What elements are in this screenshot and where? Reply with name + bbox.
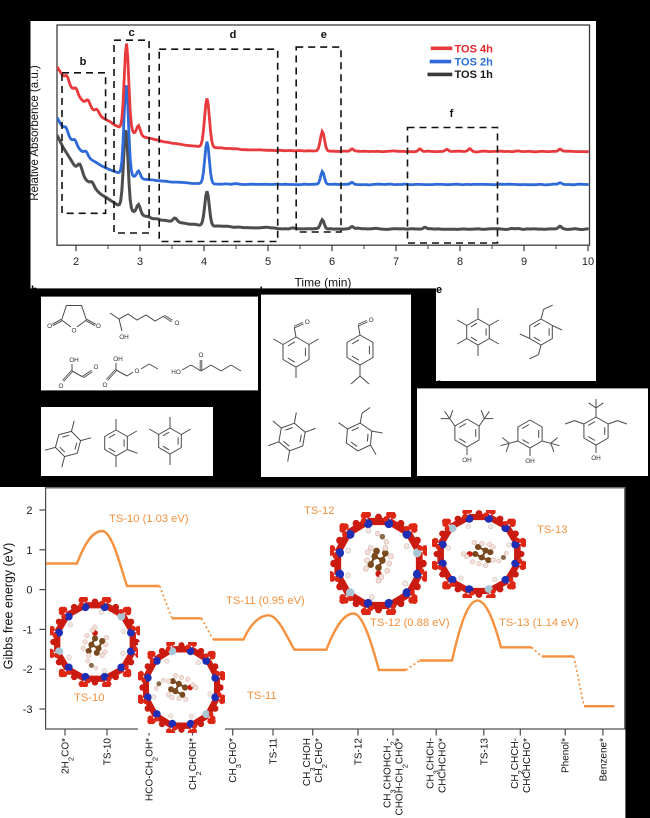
svg-text:CH2CHO*: CH2CHO* [314, 738, 329, 783]
svg-text:CHOH-CH2CHO*: CHOH-CH2CHO* [395, 738, 410, 816]
svg-text:O: O [135, 368, 140, 375]
svg-text:OH: OH [525, 458, 535, 465]
svg-text:O: O [47, 323, 52, 330]
svg-text:TS-13: TS-13 [479, 738, 490, 766]
svg-text:TOS 1h: TOS 1h [455, 69, 494, 81]
svg-text:Phenol*: Phenol* [561, 738, 572, 773]
svg-text:TS-12 (0.88 eV): TS-12 (0.88 eV) [370, 617, 450, 629]
svg-text:CH2CHOH*: CH2CHOH* [188, 738, 203, 790]
svg-text:CH3CHOH: CH3CHOH [302, 738, 317, 786]
svg-text:Benzene*: Benzene* [598, 738, 609, 781]
svg-text:TS-10 (1.03 eV): TS-10 (1.03 eV) [109, 513, 189, 525]
svg-text:OH: OH [69, 357, 79, 364]
svg-text:e: e [436, 284, 442, 296]
svg-text:CHCHCHO*: CHCHCHO* [522, 738, 533, 793]
svg-text:Gibbs free energy (eV): Gibbs free energy (eV) [2, 543, 16, 669]
svg-text:OH: OH [591, 455, 601, 462]
svg-text:CH3CHCH-: CH3CHCH- [426, 738, 441, 789]
svg-text:2: 2 [26, 505, 32, 517]
svg-text:d: d [230, 29, 237, 41]
svg-text:OH: OH [113, 356, 123, 363]
svg-text:O: O [59, 383, 64, 390]
svg-text:b: b [31, 285, 38, 297]
svg-text:3: 3 [137, 256, 143, 268]
svg-text:TS-12: TS-12 [354, 738, 365, 766]
svg-text:-2: -2 [23, 664, 33, 676]
svg-text:O: O [103, 382, 108, 389]
svg-text:e: e [321, 29, 327, 41]
svg-text:f: f [450, 108, 454, 120]
svg-text:O: O [94, 364, 99, 371]
svg-text:c: c [128, 27, 134, 39]
svg-text:O: O [175, 320, 180, 327]
svg-text:5: 5 [265, 256, 271, 268]
svg-text:TS-11: TS-11 [269, 738, 280, 765]
svg-text:4: 4 [201, 256, 207, 268]
svg-text:TS-13 (1.14 eV): TS-13 (1.14 eV) [499, 617, 579, 629]
svg-text:TS-10: TS-10 [103, 738, 114, 766]
svg-text:7: 7 [393, 256, 399, 268]
svg-text:OH: OH [119, 334, 129, 341]
svg-text:O: O [305, 319, 310, 326]
svg-text:1: 1 [26, 545, 32, 557]
svg-text:6: 6 [329, 256, 335, 268]
svg-text:b: b [80, 56, 87, 68]
svg-text:Time (min): Time (min) [295, 276, 352, 290]
svg-text:O: O [199, 352, 204, 359]
svg-text:0: 0 [26, 585, 32, 597]
svg-text:O: O [72, 328, 77, 335]
svg-text:CH3CHO*: CH3CHO* [228, 738, 243, 783]
svg-text:d: d [256, 286, 263, 298]
svg-text:CHCHCHO*: CHCHCHO* [438, 738, 449, 793]
svg-text:-3: -3 [23, 704, 33, 716]
svg-text:CH2CHCH-: CH2CHCH- [510, 738, 525, 789]
svg-text:TS-13: TS-13 [537, 524, 567, 536]
svg-text:OH: OH [462, 457, 472, 464]
svg-text:8: 8 [457, 256, 463, 268]
svg-text:TOS 4h: TOS 4h [455, 43, 494, 55]
svg-text:2: 2 [73, 256, 79, 268]
svg-text:Relative Absorbence (a.u.): Relative Absorbence (a.u.) [29, 65, 41, 201]
svg-text:TS-11: TS-11 [247, 690, 277, 702]
svg-text:2H2CO*: 2H2CO* [61, 738, 76, 774]
svg-text:TS-10: TS-10 [74, 692, 104, 704]
svg-text:TS-11 (0.95 eV): TS-11 (0.95 eV) [226, 595, 305, 607]
svg-text:TOS 2h: TOS 2h [455, 56, 494, 68]
svg-text:HO: HO [171, 369, 181, 376]
svg-text:-1: -1 [23, 624, 33, 636]
svg-text:9: 9 [521, 256, 527, 268]
svg-text:10: 10 [582, 256, 594, 268]
svg-text:HCO-CH2OH*: HCO-CH2OH* [145, 738, 160, 801]
svg-text:O: O [96, 323, 101, 330]
svg-text:O: O [369, 317, 374, 324]
svg-text:TS-12: TS-12 [304, 505, 334, 517]
svg-text:c: c [436, 378, 442, 390]
